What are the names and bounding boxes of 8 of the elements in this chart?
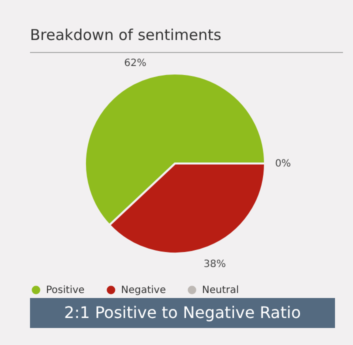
text: 0%	[275, 158, 291, 170]
chart-title: Breakdown of sentiments	[30, 26, 343, 53]
data-label: 38%	[204, 258, 226, 270]
text: 2:1 Positive to Negative Ratio	[30, 298, 335, 328]
legend-label: Positive	[46, 285, 85, 296]
legend-label: Neutral	[202, 285, 239, 296]
legend-label: Negative	[121, 285, 166, 296]
data-label: 62%	[124, 58, 146, 70]
